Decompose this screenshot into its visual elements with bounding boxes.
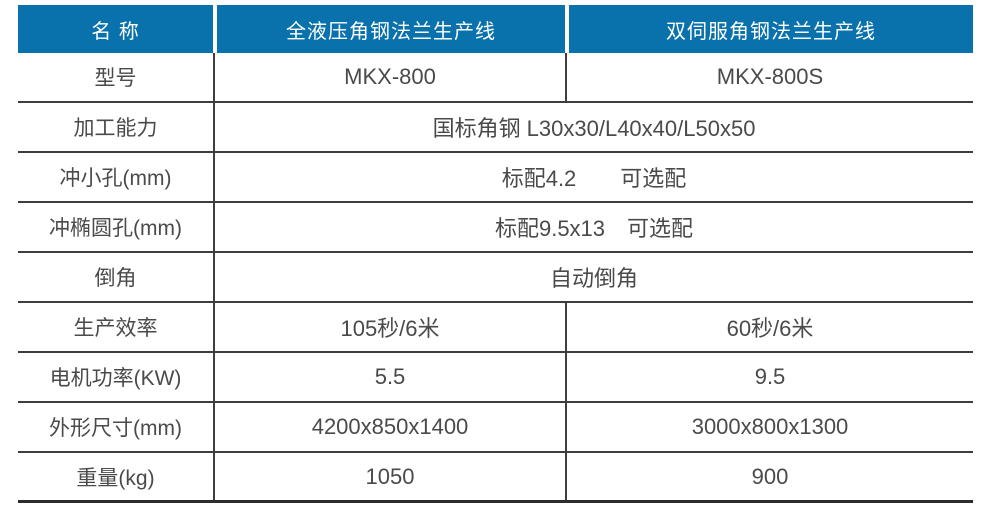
row-label: 电机功率(KW) bbox=[49, 367, 182, 390]
row-label: 生产效率 bbox=[73, 317, 158, 340]
row-label: 型号 bbox=[94, 67, 137, 90]
row-value-2: 9.5 bbox=[565, 353, 973, 401]
row-value-1: 5.5 bbox=[213, 353, 565, 401]
table-row-weight: 重量(kg) 1050 900 bbox=[18, 453, 973, 503]
row-label: 加工能力 bbox=[73, 117, 158, 140]
row-value-2: 900 bbox=[565, 453, 973, 500]
row-value-1: MKX-800 bbox=[213, 53, 565, 101]
table-row-small-hole: 冲小孔(mm) 标配4.2 可选配 bbox=[18, 153, 973, 203]
row-label: 冲小孔(mm) bbox=[59, 167, 172, 190]
row-value-2: 3000x800x1300 bbox=[565, 403, 973, 451]
table-header-row: 名 称 全液压角钢法兰生产线 双伺服角钢法兰生产线 bbox=[18, 5, 973, 53]
row-value-1: 4200x850x1400 bbox=[213, 403, 565, 451]
table-row-efficiency: 生产效率 105秒/6米 60秒/6米 bbox=[18, 303, 973, 353]
table-row-oval-hole: 冲椭圆孔(mm) 标配9.5x13 可选配 bbox=[18, 203, 973, 253]
header-cell-servo-line: 双伺服角钢法兰生产线 bbox=[565, 5, 973, 53]
header-cell-hydraulic-line: 全液压角钢法兰生产线 bbox=[213, 5, 565, 53]
row-value-span: 国标角钢 L30x30/L40x40/L50x50 bbox=[213, 103, 973, 151]
table-row-capacity: 加工能力 国标角钢 L30x30/L40x40/L50x50 bbox=[18, 103, 973, 153]
row-value-1: 105秒/6米 bbox=[213, 303, 565, 351]
row-label: 重量(kg) bbox=[76, 466, 155, 490]
row-label: 冲椭圆孔(mm) bbox=[49, 217, 182, 240]
table-row-dimensions: 外形尺寸(mm) 4200x850x1400 3000x800x1300 bbox=[18, 403, 973, 453]
row-value-span: 标配9.5x13 可选配 bbox=[213, 203, 973, 251]
row-value-span: 标配4.2 可选配 bbox=[213, 153, 973, 201]
row-value-2: MKX-800S bbox=[565, 53, 973, 101]
table-row-chamfer: 倒角 自动倒角 bbox=[18, 253, 973, 303]
row-value-1: 1050 bbox=[213, 453, 565, 500]
table-row-model: 型号 MKX-800 MKX-800S bbox=[18, 53, 973, 103]
row-value-2: 60秒/6米 bbox=[565, 303, 973, 351]
header-cell-name: 名 称 bbox=[18, 5, 213, 53]
product-spec-table: 名 称 全液压角钢法兰生产线 双伺服角钢法兰生产线 型号 MKX-800 MKX… bbox=[18, 5, 973, 503]
row-label: 倒角 bbox=[94, 267, 137, 290]
row-value-span: 自动倒角 bbox=[213, 253, 973, 301]
table-row-motor-power: 电机功率(KW) 5.5 9.5 bbox=[18, 353, 973, 403]
row-label: 外形尺寸(mm) bbox=[49, 417, 182, 440]
